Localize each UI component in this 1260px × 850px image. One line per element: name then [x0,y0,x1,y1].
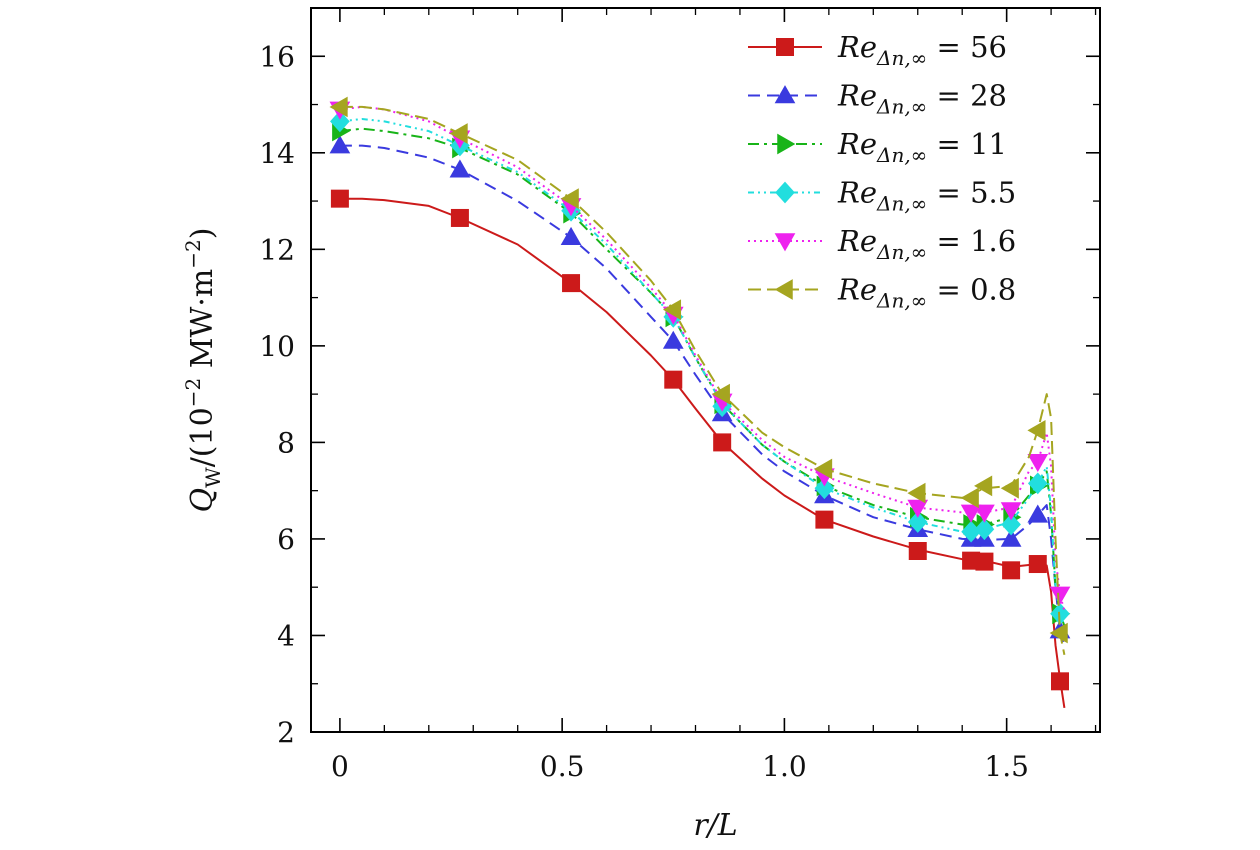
data-point [1001,513,1021,536]
legend-marker [775,181,795,204]
data-point [974,518,995,541]
y-tick-label: 6 [277,523,295,556]
legend-marker [774,279,793,300]
y-tick-label: 14 [259,137,295,170]
data-point [907,499,929,518]
legend-label: ReΔn,∞ = 5.5 [837,176,1016,216]
data-point [960,504,982,523]
data-point [974,475,993,497]
data-point [1049,586,1071,605]
y-tick-label: 10 [259,330,295,363]
data-point [711,383,730,405]
legend-item: ReΔn,∞ = 56 [748,30,1007,70]
series-line [339,127,1066,627]
legend-item: ReΔn,∞ = 28 [748,79,1007,119]
legend-marker [774,85,796,104]
legend-item: ReΔn,∞ = 11 [748,127,1007,167]
data-point [1027,419,1046,441]
legend-label: ReΔn,∞ = 28 [837,79,1007,119]
legend-label: ReΔn,∞ = 56 [837,30,1007,70]
x-axis-label: r/L [693,808,737,843]
series-5 [329,96,1068,655]
data-point [815,510,834,529]
data-point [974,504,995,523]
axes-layer: 2 4 6 8 10 12 14 16 0 0.5 1.0 1.5 r/L QW/(10−2 MW·m−2… [181,7,1101,843]
data-point [330,189,349,208]
legend-label: ReΔn,∞ = 0.8 [837,273,1016,313]
data-point [1028,555,1047,574]
legend-marker [774,233,796,252]
data-point [907,482,926,504]
y-tick-label: 16 [259,40,295,73]
y-tick-label: 2 [277,716,295,749]
series-layer [329,96,1071,709]
data-point [560,188,579,210]
data-point [1027,504,1049,523]
data-point [664,370,683,389]
data-point [814,458,833,480]
series-1 [329,135,1071,646]
data-point [662,330,684,349]
series-line [339,144,1066,646]
x-tick-label: 1.0 [762,750,807,783]
series-0 [330,189,1069,709]
x-tick-label: 0.5 [540,750,585,783]
x-tick-label: 1.5 [984,750,1029,783]
data-point [450,208,469,227]
data-point [961,520,981,543]
data-point [449,159,471,178]
y-tick-label: 4 [277,619,295,652]
y-tick-label: 12 [259,233,295,266]
legend-item: ReΔn,∞ = 1.6 [748,224,1016,264]
data-point [562,274,581,293]
data-point [908,542,927,560]
data-point [329,96,348,118]
data-point [1000,528,1022,547]
data-point [907,511,928,533]
series-line [339,105,1066,612]
data-point [1000,502,1022,521]
data-point [329,135,351,154]
y-tick-label: 8 [277,426,295,459]
data-point [814,477,835,500]
data-point [560,226,582,246]
data-point [1027,453,1049,473]
data-point [1002,561,1021,580]
legend: ReΔn,∞ = 56 ReΔn,∞ = 28 ReΔn,∞ = 11 ReΔn,∞ … [748,30,1016,313]
data-point [1049,622,1068,644]
data-point [713,433,732,452]
x-tick-label: 0 [331,750,349,783]
data-point [1027,472,1048,495]
y-axis-label: QW/(10−2 MW·m−2) [181,228,225,513]
data-point [330,110,350,133]
legend-label: ReΔn,∞ = 11 [837,127,1007,167]
data-point [449,123,468,144]
plot-frame [310,7,1101,733]
legend-item: ReΔn,∞ = 5.5 [748,176,1016,216]
legend-marker [777,133,796,155]
data-point [960,487,979,509]
series-line [339,105,1066,655]
data-point [662,299,682,321]
legend-label: ReΔn,∞ = 1.6 [837,224,1016,264]
data-point [975,552,994,571]
legend-marker [776,38,794,56]
data-point [1050,672,1069,691]
data-point [1000,477,1019,499]
legend-item: ReΔn,∞ = 0.8 [748,273,1016,313]
